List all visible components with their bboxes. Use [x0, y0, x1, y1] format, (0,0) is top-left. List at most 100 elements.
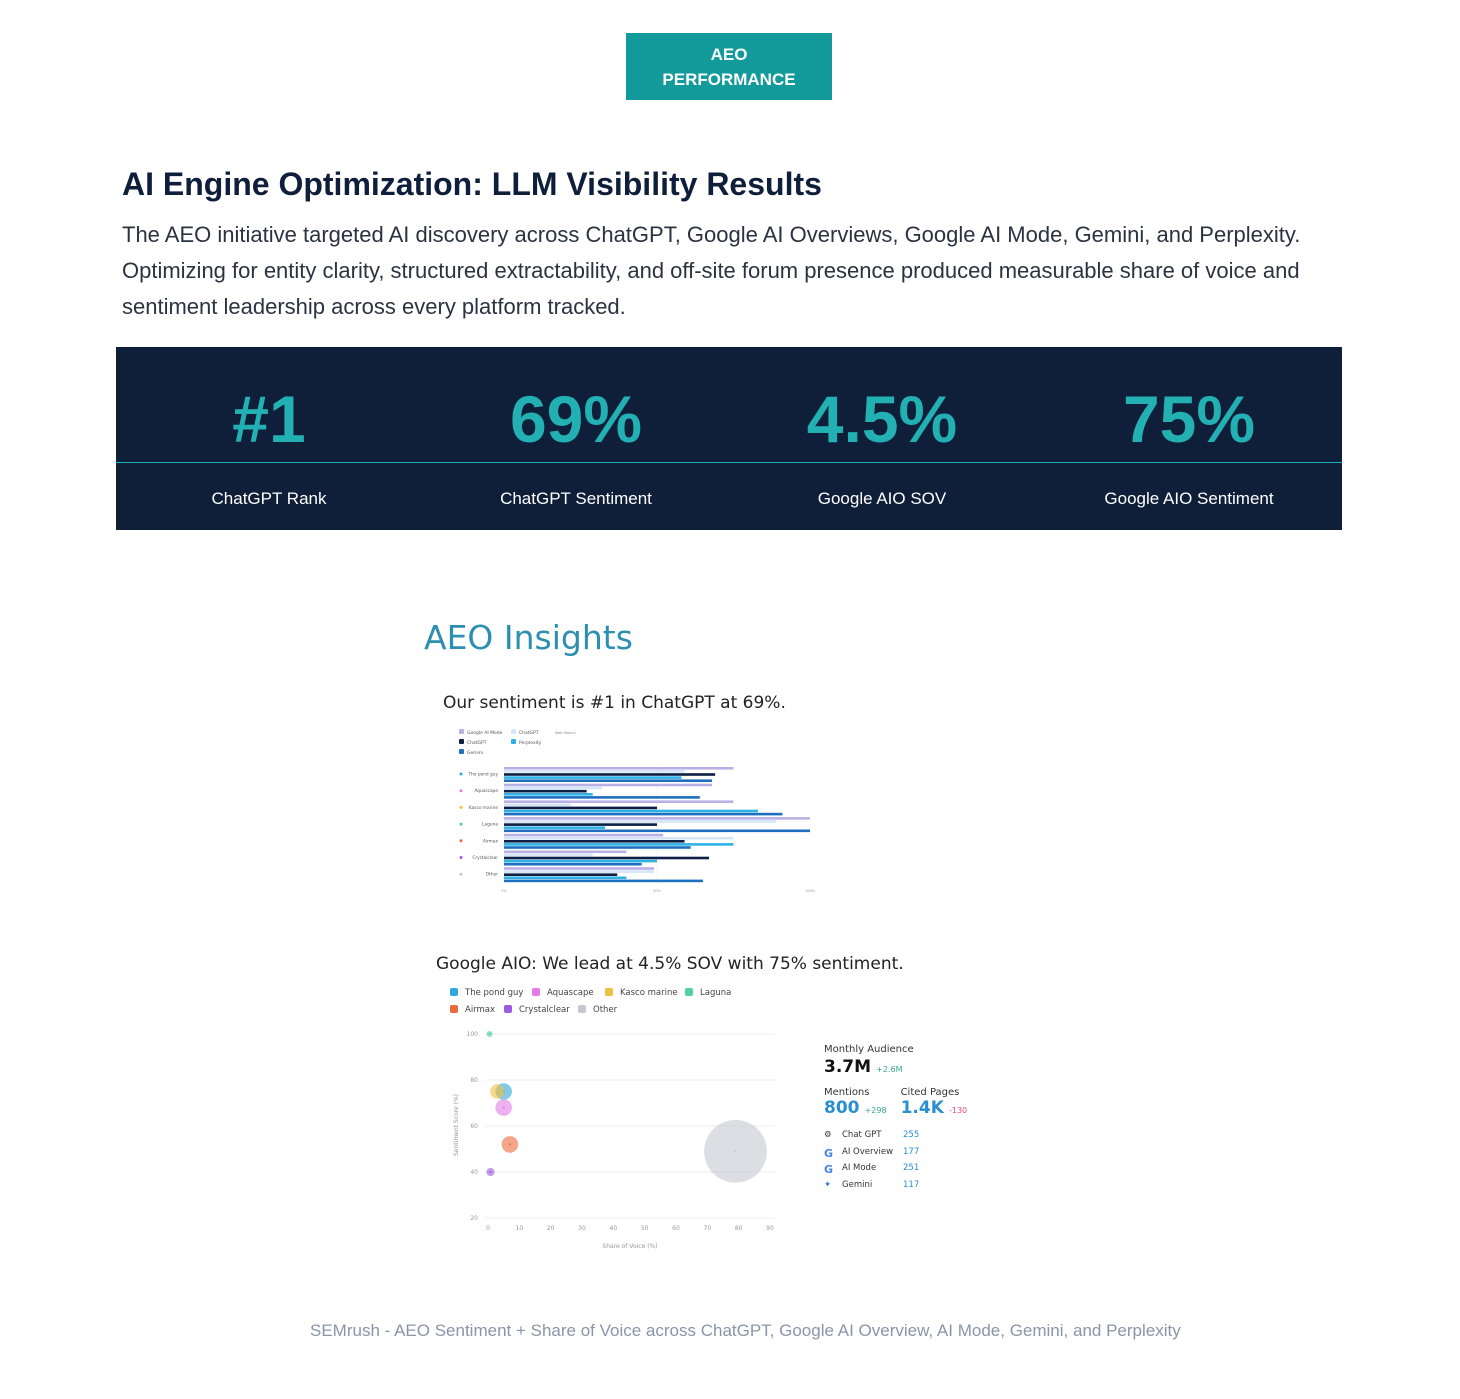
- audience-value: 3.7M: [824, 1057, 872, 1077]
- google-icon: G: [824, 1146, 834, 1160]
- intro-text: The AEO initiative targeted AI discovery…: [122, 222, 1301, 319]
- bar: [504, 876, 627, 880]
- legend-label: Laguna: [700, 988, 731, 998]
- legend-swatch: [459, 729, 464, 734]
- platform-value: 177: [903, 1146, 920, 1157]
- legend-label: Google AI Mode: [467, 730, 503, 736]
- stat-label: Google AIO SOV: [817, 489, 947, 508]
- bubble-center: [488, 1033, 491, 1035]
- bubble-center: [502, 1106, 505, 1109]
- x-tick: 50%: [653, 889, 661, 893]
- y-tick: 40: [470, 1169, 478, 1176]
- audience-delta: +2.6M: [876, 1065, 903, 1074]
- stat-chatgpt-sentiment: 69% ChatGPT Sentiment: [423, 347, 729, 509]
- bar: [504, 836, 734, 840]
- legend-label: ChatGPT: [519, 730, 539, 736]
- legend-label: ChatGPT: [467, 740, 487, 746]
- bar: [504, 840, 685, 843]
- stat-label: ChatGPT Rank: [211, 489, 327, 508]
- bar: [504, 776, 682, 779]
- legend-label: Kasco marine: [620, 988, 678, 998]
- x-tick: 10: [516, 1225, 524, 1232]
- platform-row: G AI Overview 177: [824, 1147, 994, 1164]
- platform-value: 117: [903, 1179, 920, 1190]
- web-search-tag: Web Search: [555, 731, 576, 735]
- bar: [504, 789, 587, 793]
- category-dot: [459, 856, 463, 859]
- stat-aio-sentiment: 75% Google AIO Sentiment: [1036, 347, 1342, 509]
- bar: [504, 786, 602, 790]
- x-tick: 70: [704, 1225, 712, 1232]
- legend-label: Other: [593, 1005, 618, 1015]
- bubble-center: [489, 1171, 492, 1173]
- bar: [504, 800, 734, 803]
- x-tick: 80: [735, 1225, 743, 1232]
- bar: [504, 829, 810, 833]
- y-tick: 80: [470, 1077, 478, 1084]
- bar: [504, 803, 572, 807]
- gemini-icon: ✦: [824, 1179, 832, 1190]
- bar: [504, 812, 783, 816]
- openai-icon: ⚙: [824, 1130, 832, 1140]
- mentions-delta: +298: [864, 1106, 887, 1115]
- legend-label: Aquascape: [547, 988, 594, 998]
- legend-swatch: [511, 729, 516, 734]
- bar: [504, 793, 593, 796]
- bar: [504, 783, 713, 787]
- bar: [504, 870, 654, 873]
- x-tick: 20: [547, 1225, 555, 1232]
- y-axis-label: Sentiment Score (%): [453, 1094, 460, 1156]
- legend-label: Gemini: [467, 750, 483, 756]
- platform-name: Chat GPT: [842, 1130, 882, 1140]
- x-tick: 0: [486, 1225, 490, 1232]
- category-dot: [459, 789, 463, 793]
- category-dot: [459, 839, 463, 843]
- legend-checkbox: [450, 1005, 458, 1013]
- y-tick: 60: [470, 1123, 478, 1130]
- platform-row: ⚙ Chat GPT 255: [824, 1130, 994, 1147]
- legend-checkbox: [605, 988, 613, 996]
- category-dot: [459, 772, 463, 776]
- category-label: Kasco marine: [469, 805, 498, 811]
- bar: [504, 862, 642, 866]
- stats-banner: #1 ChatGPT Rank 69% ChatGPT Sentiment 4.5%…: [116, 347, 1342, 530]
- legend-checkbox: [504, 1005, 512, 1013]
- platform-name: Gemini: [842, 1179, 873, 1190]
- bar: [504, 806, 657, 810]
- bar: [504, 843, 734, 846]
- x-tick: 30: [578, 1225, 586, 1232]
- stat-value: 75%: [1122, 382, 1256, 456]
- google-icon: G: [824, 1163, 834, 1176]
- insights-heading: AEO Insights: [424, 618, 633, 657]
- sentiment-bar-chart: Google AI Mode ChatGPT ChatGPT Perplexity Ge…: [459, 729, 816, 893]
- category-label: Other: [486, 872, 498, 878]
- platform-value: 255: [903, 1130, 920, 1140]
- legend-checkbox: [578, 1005, 586, 1013]
- caption-chatgpt: Our sentiment is #1 in ChatGPT at 69%.: [443, 693, 786, 713]
- legend-checkbox: [450, 988, 458, 996]
- bar: [504, 856, 710, 860]
- bar: [504, 850, 627, 854]
- bar: [504, 823, 657, 826]
- legend-swatch: [459, 739, 464, 744]
- x-tick: 60: [672, 1225, 680, 1232]
- category-label: The pond guy: [467, 772, 498, 778]
- bar: [504, 817, 810, 820]
- page-title: AI Engine Optimization: LLM Visibility R…: [122, 166, 822, 202]
- x-tick: 90: [766, 1225, 774, 1232]
- bubble-center: [734, 1150, 737, 1153]
- stat-value: 69%: [509, 382, 643, 456]
- sov-scatter-chart: The pond guy Aquascape Kasco marine Laguna A…: [450, 988, 775, 1250]
- bar: [504, 773, 716, 776]
- cited-label: Cited Pages: [900, 1087, 960, 1098]
- legend-label: The pond guy: [464, 988, 523, 998]
- bar: [504, 770, 685, 773]
- legend-swatch: [511, 739, 516, 744]
- aeo-performance-badge: AEO PERFORMANCE: [626, 33, 832, 100]
- stat-aio-sov: 4.5% Google AIO SOV: [729, 347, 1035, 509]
- bar: [504, 809, 758, 813]
- bar: [504, 767, 734, 770]
- category-dot: [459, 822, 463, 826]
- stat-label: Google AIO Sentiment: [1104, 489, 1274, 508]
- bar: [504, 796, 700, 799]
